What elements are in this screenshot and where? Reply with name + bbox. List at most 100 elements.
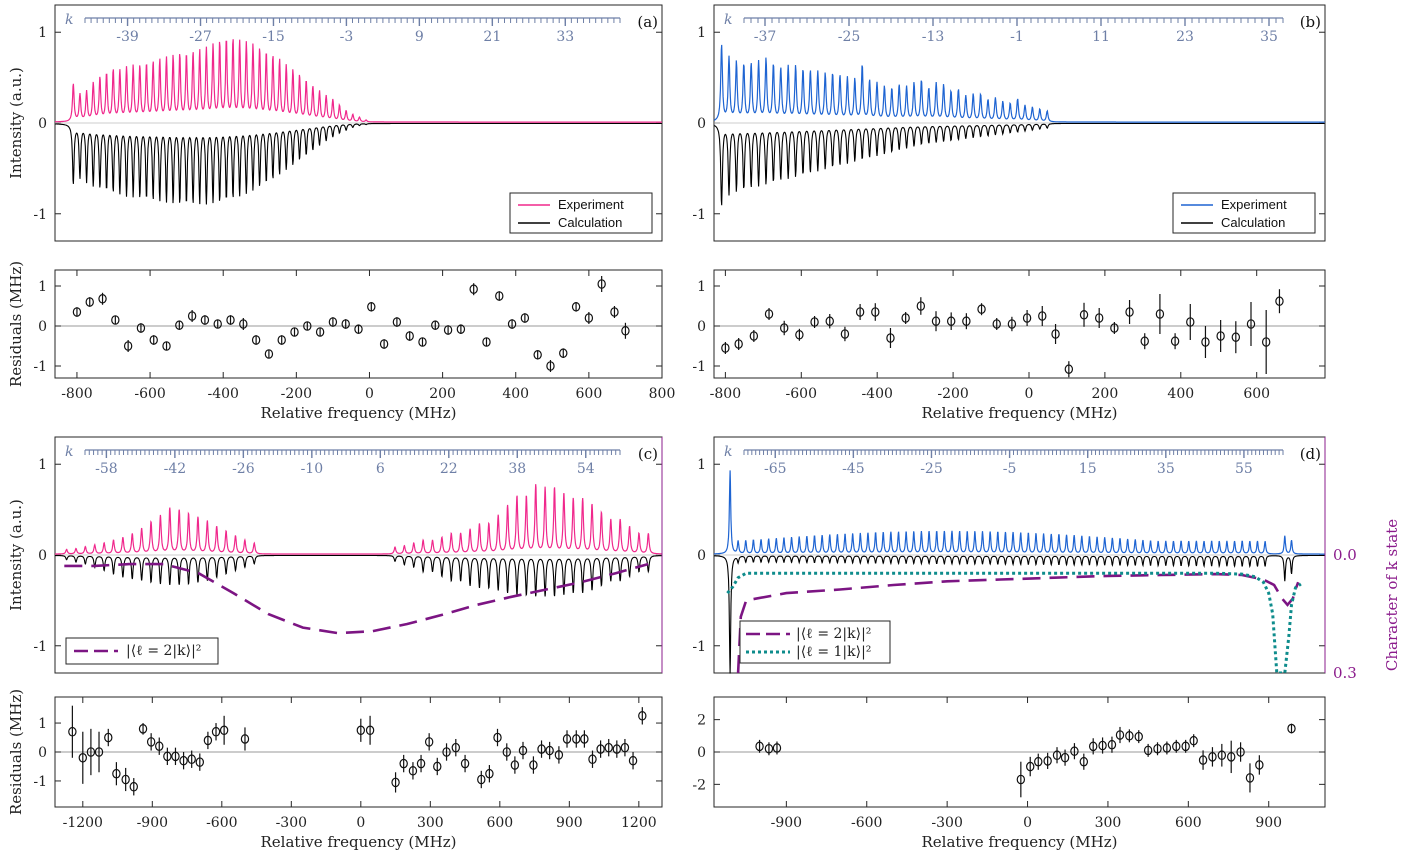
residual-point: [86, 747, 96, 757]
residual-point: [94, 747, 104, 757]
residual-point: [1034, 756, 1043, 767]
residual-point: [871, 307, 880, 317]
k-axis-tick-label: 33: [556, 29, 574, 45]
residual-point: [621, 325, 630, 336]
x-tick-label: 0: [356, 815, 365, 831]
k-axis-tick-label: -65: [764, 461, 787, 477]
panel-label: (b): [1300, 13, 1321, 31]
residual-point: [1115, 730, 1125, 740]
legend-label-experiment: Experiment: [558, 197, 624, 212]
residual-point: [171, 751, 180, 762]
k-axis-tick-label: 54: [577, 461, 595, 477]
residual-point: [433, 761, 442, 772]
x-tick-label: -900: [137, 815, 168, 831]
residual-point: [68, 726, 77, 737]
residual-point: [365, 725, 375, 736]
k-axis-tick-label: 55: [1235, 461, 1253, 477]
y-tick-label: 0: [697, 116, 706, 132]
x-tick-label: 200: [429, 386, 456, 402]
residual-point: [451, 742, 461, 753]
residual-point: [916, 301, 926, 311]
residual-point: [755, 741, 764, 752]
y-tick-label: 0: [38, 319, 47, 335]
y-axis-label: Intensity (a.u.): [7, 67, 25, 179]
residual-point: [1198, 755, 1208, 765]
residual-point: [588, 754, 597, 765]
x-tick-label: 300: [1095, 815, 1122, 831]
residual-point: [211, 726, 221, 737]
residual-point: [1079, 309, 1089, 320]
experiment-trace: [713, 44, 1325, 123]
k-axis-tick-label: -25: [920, 461, 943, 477]
y-tick-label: 1: [38, 279, 47, 295]
residual-point: [628, 755, 638, 766]
y-tick-label: -1: [33, 207, 47, 223]
residual-point: [469, 284, 478, 294]
k-axis-tick-label: 15: [1079, 461, 1097, 477]
k-axis-tick-label: 6: [376, 461, 385, 477]
residual-point: [1079, 756, 1089, 767]
residual-point: [251, 335, 261, 345]
residual-point: [356, 725, 366, 736]
residual-point: [1070, 746, 1079, 756]
residual-point: [85, 297, 94, 307]
residual-point: [901, 313, 910, 323]
overlap-l1-curve: [726, 571, 1302, 673]
residual-point: [379, 339, 389, 349]
x-tick-label: -200: [937, 386, 968, 402]
residual-point: [175, 320, 184, 330]
x-tick-label: -800: [710, 386, 741, 402]
y-axis-label: Residuals (MHz): [7, 261, 25, 387]
residual-point: [795, 329, 804, 340]
residual-point: [1064, 364, 1074, 374]
x-tick-label: -600: [134, 386, 165, 402]
x-tick-label: 900: [1255, 815, 1282, 831]
calculation-trace: [713, 122, 1325, 206]
residual-point: [840, 329, 850, 339]
residual-point: [502, 747, 511, 757]
residual-point: [721, 343, 730, 353]
k-axis-tick-label: -39: [116, 29, 139, 45]
x-tick-label: -200: [281, 386, 312, 402]
residual-point: [554, 750, 564, 760]
residual-point: [443, 325, 453, 335]
residual-point: [1208, 752, 1217, 762]
residual-point: [962, 316, 971, 326]
experiment-trace: [55, 39, 662, 123]
x-tick-label: 0: [1023, 815, 1032, 831]
residual-point: [392, 317, 402, 327]
residual-point: [179, 755, 188, 766]
residual-point: [734, 339, 743, 349]
residual-point: [597, 279, 606, 289]
residual-point: [1052, 750, 1062, 761]
residual-point: [1026, 761, 1035, 772]
residual-point: [155, 741, 164, 752]
x-tick-label: -400: [207, 386, 238, 402]
residual-point: [559, 348, 568, 358]
residual-point: [226, 315, 235, 325]
k-axis-tick-label: -25: [838, 29, 861, 45]
residual-point: [1261, 337, 1271, 347]
y-tick-label: 1: [38, 716, 47, 732]
residual-point: [187, 754, 196, 765]
k-axis-tick-label: -5: [1003, 461, 1017, 477]
plot-frame: [54, 269, 663, 379]
residual-point: [1246, 319, 1256, 329]
x-axis-label: Relative frequency (MHz): [261, 833, 457, 851]
residual-point: [1245, 773, 1255, 783]
residual-point: [610, 307, 619, 317]
residual-point: [367, 301, 376, 312]
y-tick-label: 1: [38, 457, 47, 473]
residual-point: [545, 745, 554, 756]
panel-label: (a): [637, 13, 658, 31]
residual-point: [1107, 739, 1117, 750]
k-axis-tick-label: -15: [262, 29, 285, 45]
residual-point: [1275, 296, 1284, 306]
residual-point: [399, 758, 408, 769]
residual-point: [537, 744, 546, 754]
residual-point: [596, 744, 605, 754]
residual-point: [529, 760, 538, 770]
k-axis-tick-label: -10: [301, 461, 324, 477]
residual-point: [163, 751, 172, 762]
